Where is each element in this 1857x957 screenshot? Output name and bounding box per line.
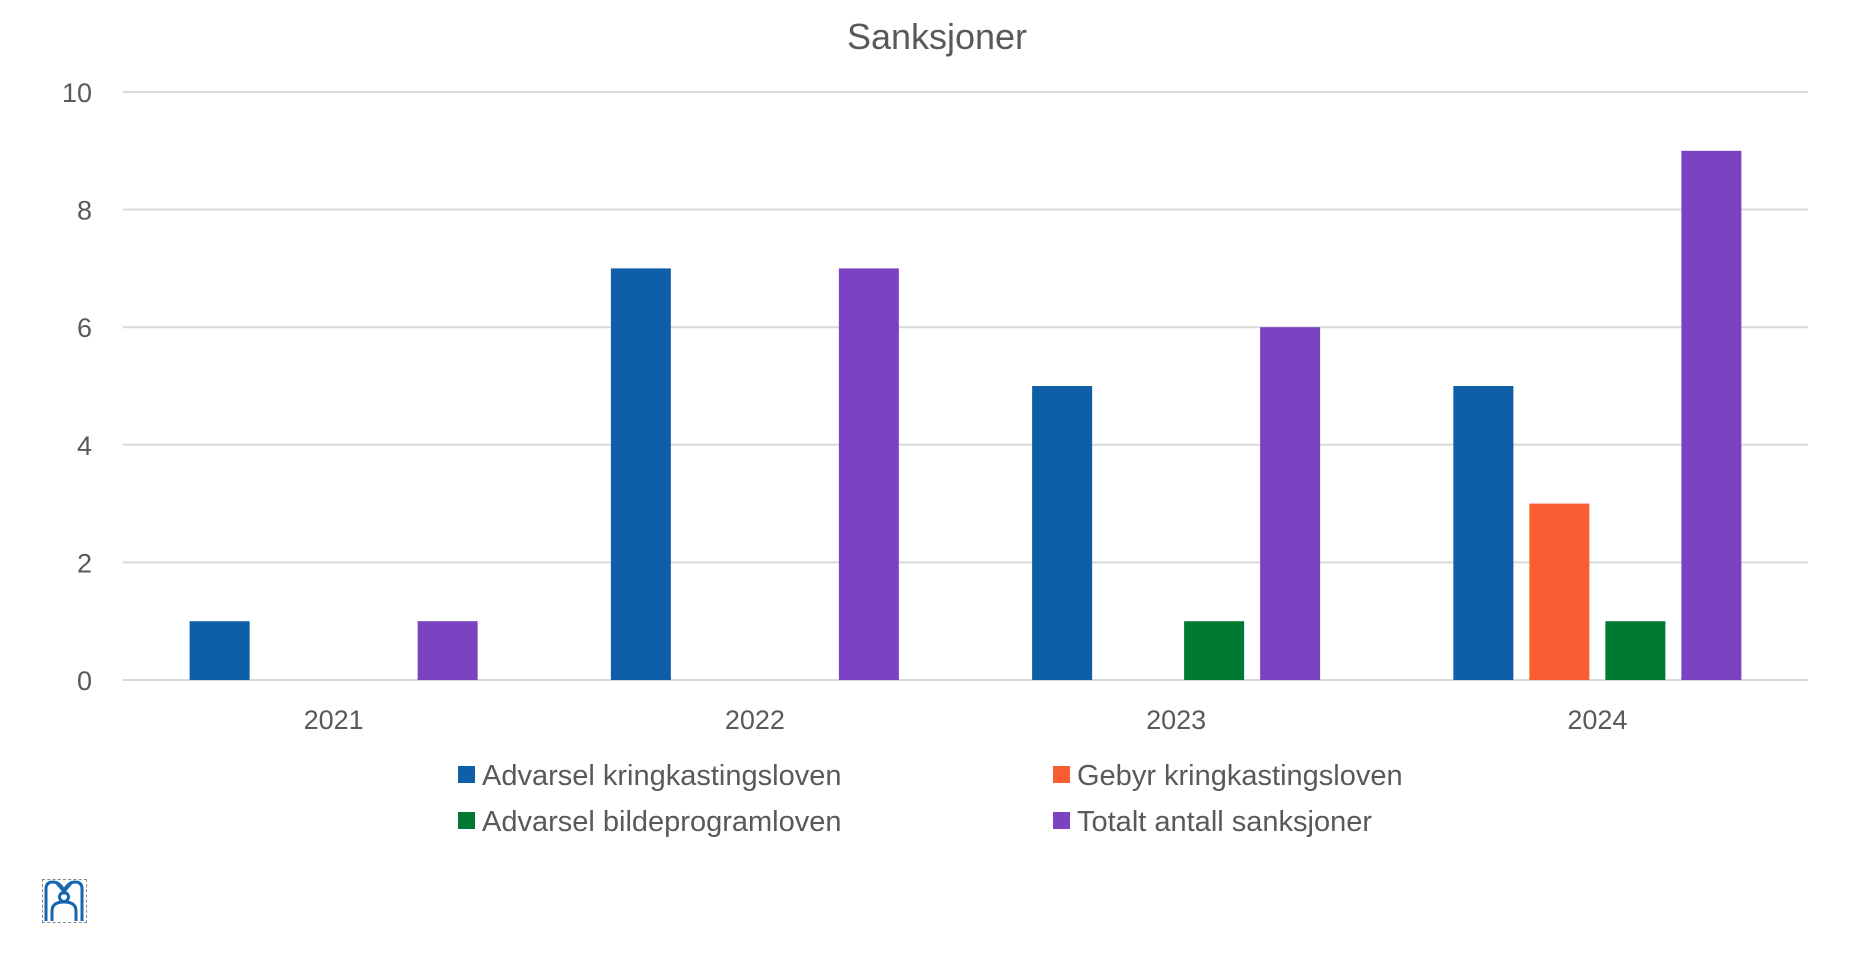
x-tick-label: 2023 xyxy=(1146,705,1206,735)
y-axis-ticks: 0 2 4 6 8 10 xyxy=(62,78,92,696)
legend: Advarsel kringkastingsloven Gebyr kringka… xyxy=(458,760,1403,838)
bar-2024-0 xyxy=(1453,386,1514,680)
bar-2021-0 xyxy=(189,621,250,680)
gridlines xyxy=(123,91,1808,681)
y-tick-label: 6 xyxy=(77,313,92,343)
x-tick-label: 2022 xyxy=(725,705,785,735)
legend-label: Advarsel kringkastingsloven xyxy=(482,760,841,792)
x-axis-ticks: 2021 2022 2023 2024 xyxy=(304,705,1628,735)
y-tick-label: 10 xyxy=(62,78,92,108)
legend-marker xyxy=(1053,766,1070,783)
bar-2023-3 xyxy=(1260,327,1321,680)
legend-marker xyxy=(458,812,475,829)
y-tick-label: 8 xyxy=(77,196,92,226)
bar-2021-3 xyxy=(417,621,478,680)
chart-title: Sanksjoner xyxy=(847,16,1027,57)
legend-marker xyxy=(1053,812,1070,829)
x-tick-label: 2021 xyxy=(304,705,364,735)
legend-label: Advarsel bildeprogramloven xyxy=(482,806,841,838)
bar-2022-3 xyxy=(838,268,899,680)
bar-2024-1 xyxy=(1529,503,1590,680)
legend-label: Totalt antall sanksjoner xyxy=(1077,806,1372,838)
bar-2023-0 xyxy=(1032,386,1093,680)
bar-2024-3 xyxy=(1681,150,1742,681)
bars xyxy=(189,150,1742,681)
bar-2023-2 xyxy=(1184,621,1245,680)
y-tick-label: 4 xyxy=(77,431,92,461)
y-tick-label: 0 xyxy=(77,666,92,696)
legend-marker xyxy=(458,766,475,783)
bar-2022-0 xyxy=(610,268,671,680)
legend-label: Gebyr kringkastingsloven xyxy=(1077,760,1403,792)
y-tick-label: 2 xyxy=(77,548,92,578)
bar-2024-2 xyxy=(1605,621,1666,680)
x-tick-label: 2024 xyxy=(1567,705,1627,735)
logo-icon xyxy=(42,879,87,923)
